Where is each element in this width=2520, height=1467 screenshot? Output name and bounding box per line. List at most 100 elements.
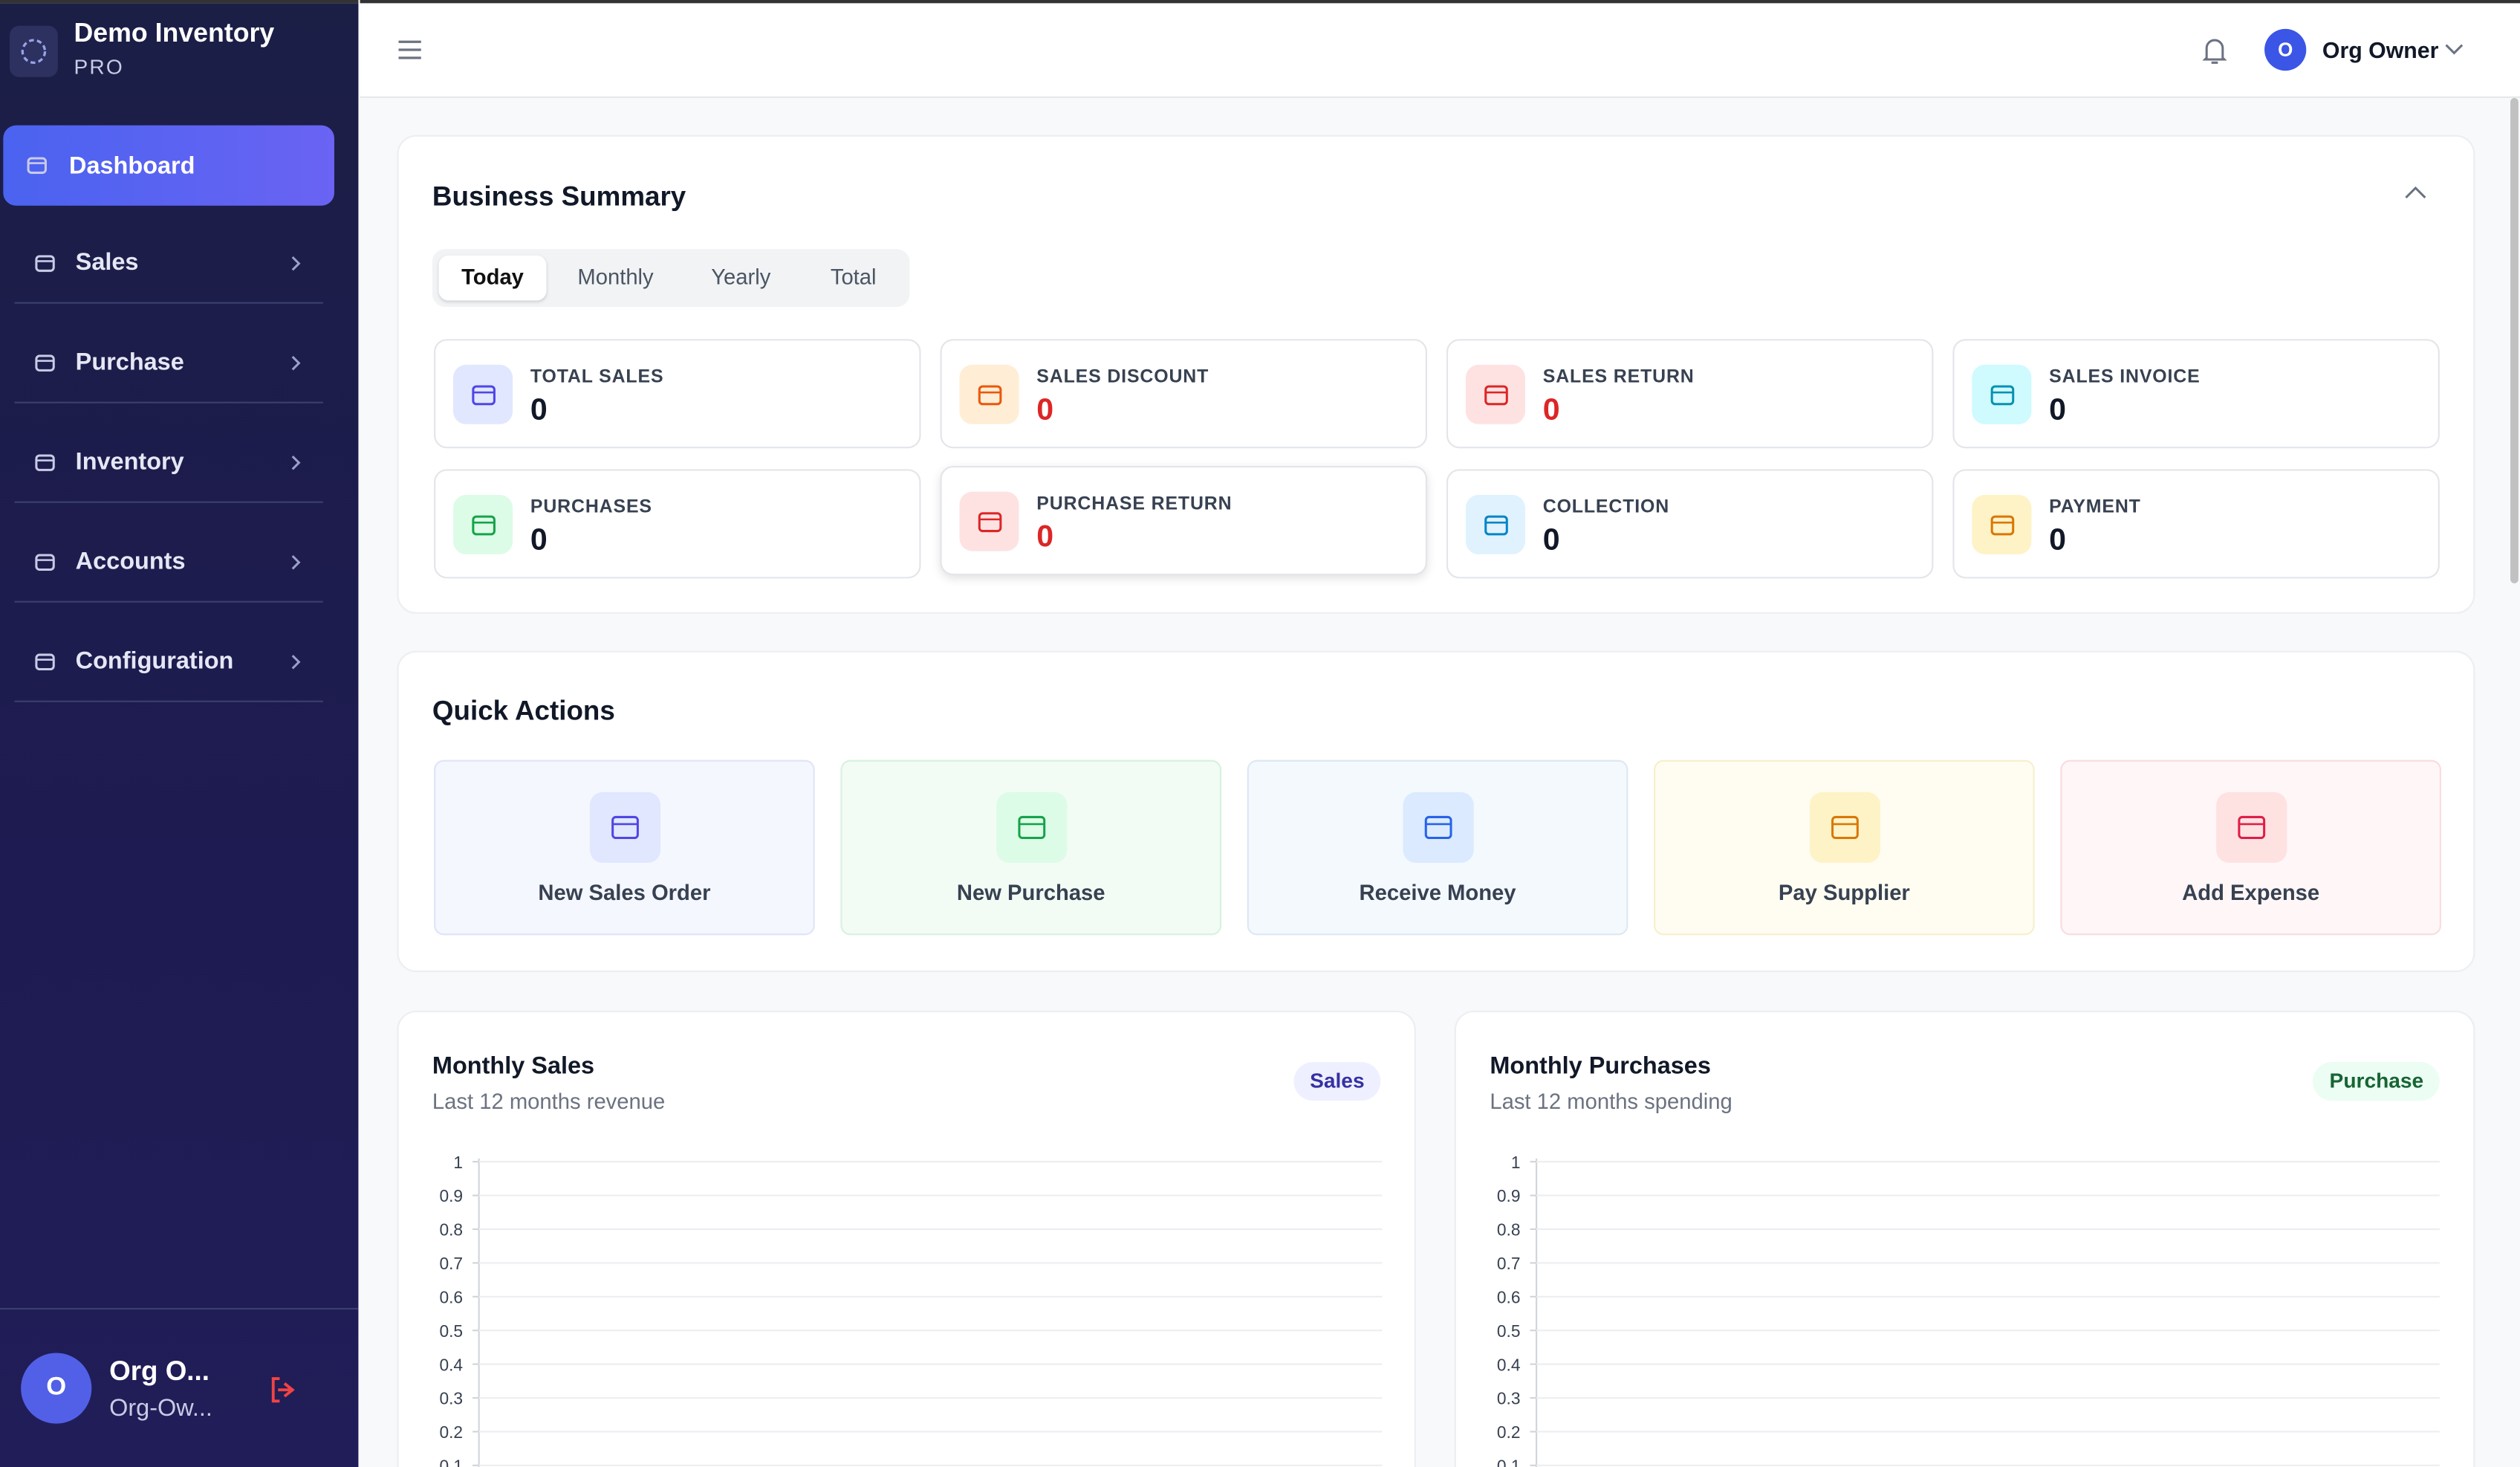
icon [611,815,639,840]
nav-item[interactable]: Purchase [14,323,323,404]
edition: PRO [74,54,124,79]
y-tick-label: 0.9 [439,1186,463,1205]
nav-item[interactable]: Accounts [14,522,323,603]
logo [9,25,58,77]
tab[interactable]: Total [830,265,877,290]
stat-card[interactable]: PURCHASES 0 [434,469,921,579]
y-tick-label: 0.5 [439,1321,463,1341]
icon [1484,384,1507,405]
icon-shape [1484,514,1507,535]
chevron [291,653,301,669]
stat-value: 0 [1036,393,1054,428]
icon-shape [35,453,55,470]
y-tick-label: 0.9 [1497,1186,1521,1205]
chart-subtitle: Last 12 months spending [1490,1089,1732,1114]
icon [35,354,55,371]
tabs: Today Monthly Yearly Total [432,249,910,307]
stat-card[interactable]: TOTAL SALES 0 [434,339,921,449]
icon [1831,815,1859,840]
tab[interactable]: Today [438,255,547,301]
chevron-path [291,255,301,271]
chart-title: Monthly Purchases [1490,1052,1711,1080]
action-icon [2216,791,2287,864]
business-summary: Business Summary Today Monthly Yearly Total… [397,135,2475,614]
brand: Demo Inventory [74,19,275,48]
nav-item[interactable]: Inventory [14,423,323,503]
chart-card: Monthly Purchases Last 12 months spending… [1454,1010,2475,1467]
icon-shape [35,553,55,570]
stat-icon [453,494,513,554]
nav-item[interactable]: Sales [14,224,323,304]
action-tile[interactable]: Add Expense [2060,760,2442,936]
stat-card[interactable]: PURCHASE RETURN 0 [940,466,1427,576]
bell[interactable] [2201,36,2230,68]
nav-icon [14,348,75,377]
icon [35,254,55,271]
stat-card[interactable]: COLLECTION 0 [1446,469,1934,579]
header-avatar[interactable]: O [2264,28,2307,71]
action-tile[interactable]: New Sales Order [434,760,815,936]
icon [1424,815,1452,840]
divider [0,1307,359,1310]
stat-card[interactable]: PAYMENT 0 [1952,469,2440,579]
quick-actions: Quick Actions New Sales Order New Purchas… [397,650,2475,973]
icon-shape [471,514,495,535]
chevron [291,354,301,370]
icon-shape [471,384,495,405]
nav-icon [14,248,75,277]
chevron-path [291,653,301,669]
y-tick-label: 0.2 [439,1422,463,1442]
action-label: Add Expense [2182,880,2320,905]
stat-label: PURCHASES [530,498,652,518]
y-tick-label: 0.6 [439,1287,463,1306]
chart-card: Monthly Sales Last 12 months revenue Sales… [397,1010,1416,1467]
stat-card[interactable]: SALES INVOICE 0 [1952,339,2440,449]
icon [2238,815,2266,840]
logout-icon[interactable] [265,1372,301,1408]
stat-label: COLLECTION [1542,498,1670,518]
nav-icon [3,151,69,180]
y-tick-label: 1 [1511,1153,1521,1172]
user-name: Org O... [109,1356,210,1387]
icon-shape [1424,815,1452,840]
action-tile[interactable]: New Purchase [840,760,1222,936]
nav-item[interactable]: Configuration [14,622,323,702]
stat-card[interactable]: SALES RETURN 0 [1446,339,1934,449]
icon-shape [1990,384,2014,405]
chart-badge: Sales [1293,1062,1381,1101]
icon-shape [35,354,55,371]
action-icon [1403,791,1474,864]
icon [977,384,1001,405]
chevron [291,554,301,569]
chevron-path [291,454,301,470]
header-user[interactable]: Org Owner [2322,36,2439,63]
stat-label: SALES INVOICE [2049,368,2201,388]
icon-shape [1018,815,1046,840]
action-tile[interactable]: Receive Money [1247,760,1628,936]
icon-shape [2238,815,2266,840]
action-label: New Purchase [956,880,1105,905]
chevron-path [291,354,301,370]
stat-value: 0 [1542,393,1560,428]
avatar[interactable]: O [21,1353,92,1424]
y-tick-label: 0.4 [1497,1355,1521,1374]
y-tick-label: 0.3 [1497,1389,1521,1408]
stat-label: SALES DISCOUNT [1036,368,1209,388]
stat-label: SALES RETURN [1542,368,1695,388]
user-role: Org-Ow... [109,1394,212,1422]
action-icon [589,791,661,864]
chevron[interactable] [2444,42,2464,58]
scrollbar [2510,97,2519,583]
icon [471,514,495,535]
action-tile[interactable]: Pay Supplier [1654,760,2035,936]
y-tick-label: 0.7 [439,1254,463,1273]
y-tick-label: 0.6 [1497,1287,1521,1306]
nav-item[interactable]: Dashboard [3,125,334,206]
menu-button[interactable] [397,39,423,61]
section-title: Quick Actions [432,696,615,727]
tab[interactable]: Yearly [711,265,771,290]
tab[interactable]: Monthly [577,265,654,290]
collapse[interactable] [2404,185,2426,201]
stat-card[interactable]: SALES DISCOUNT 0 [940,339,1427,449]
